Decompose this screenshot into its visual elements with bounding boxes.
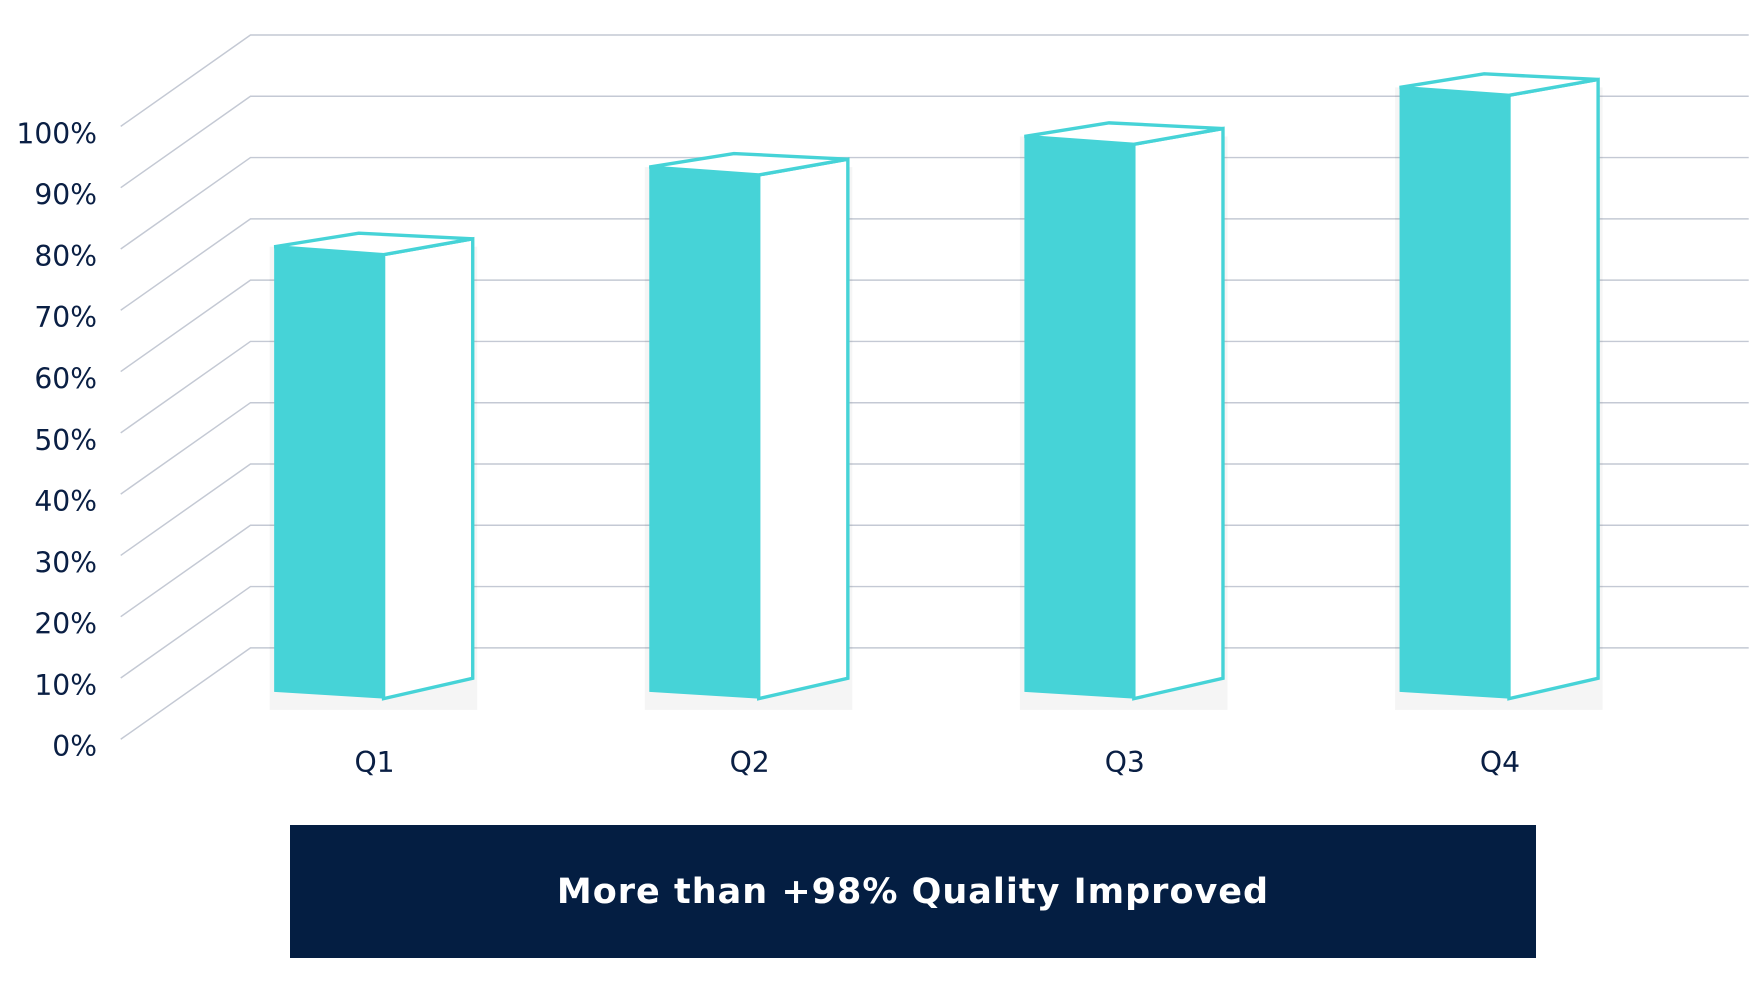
x-tick-label: Q3: [1105, 746, 1145, 779]
y-axis-ticks: 0% 10% 20% 30% 40% 50% 60% 70% 80% 90% 100%: [16, 117, 97, 763]
x-tick-label: Q2: [730, 746, 770, 779]
y-tick-label: 30%: [34, 546, 97, 579]
gridline: [120, 463, 1749, 557]
gridline: [120, 156, 1749, 250]
bar-front-face: [1024, 136, 1134, 699]
gridline: [120, 34, 1749, 128]
x-tick-label: Q1: [354, 746, 394, 779]
y-tick-label: 50%: [34, 424, 97, 457]
bar-side-face: [381, 236, 475, 701]
bar-front-face: [274, 246, 384, 699]
bar-q4: [1395, 72, 1603, 710]
gridline: [120, 585, 1749, 679]
bar-q2: [644, 151, 853, 710]
y-tick-label: 80%: [34, 240, 97, 273]
x-tick-label: Q4: [1480, 746, 1520, 779]
gridline: [120, 218, 1749, 311]
bar-side-face: [757, 157, 850, 701]
gridline: [120, 401, 1749, 495]
y-tick-label: 10%: [34, 669, 97, 702]
x-axis-ticks: Q1 Q2 Q3 Q4: [354, 746, 1520, 779]
bar-front-face: [649, 167, 759, 699]
bar-front-face: [1399, 87, 1509, 699]
bar-top-face: [1024, 121, 1224, 147]
bar-q1: [269, 231, 478, 710]
y-tick-label: 60%: [34, 362, 97, 395]
bar-side-face: [1507, 77, 1600, 701]
bar-top-face: [273, 231, 474, 257]
grid: [120, 34, 1749, 740]
y-tick-label: 100%: [16, 117, 97, 150]
bars: [269, 72, 1603, 710]
y-tick-label: 20%: [34, 608, 97, 641]
gridline: [120, 647, 1749, 740]
summary-banner: More than +98% Quality Improved: [290, 825, 1536, 958]
banner-text: More than +98% Quality Improved: [556, 871, 1270, 912]
y-tick-label: 70%: [34, 301, 97, 334]
bar-q3: [1019, 121, 1228, 710]
bar-top-face: [1399, 72, 1599, 97]
gridline: [120, 95, 1749, 189]
bar-top-face: [649, 151, 849, 177]
gridline: [120, 340, 1749, 434]
y-tick-label: 40%: [34, 485, 97, 518]
bar-side-face: [1132, 126, 1225, 701]
y-tick-label: 0%: [52, 730, 97, 763]
y-tick-label: 90%: [34, 179, 97, 212]
gridline: [120, 524, 1749, 618]
gridline: [120, 279, 1749, 373]
